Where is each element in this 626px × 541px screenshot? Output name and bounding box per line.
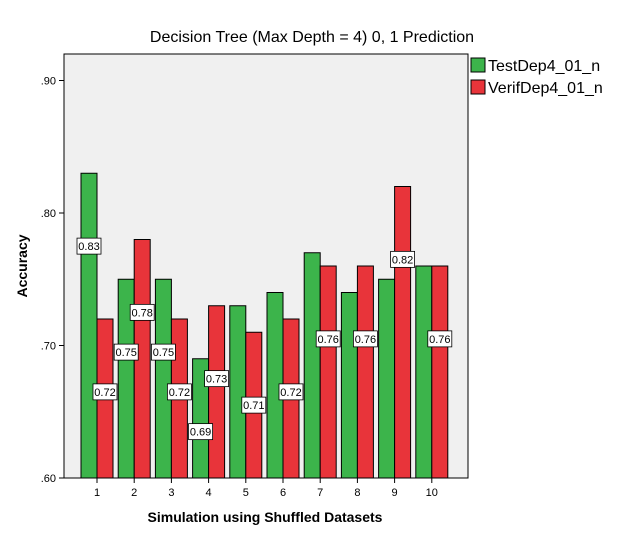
bar-test [340, 292, 358, 479]
data-label: 0.71 [243, 400, 264, 412]
bar-verif [394, 186, 412, 479]
data-label: 0.76 [317, 334, 338, 346]
data-label-box [241, 396, 267, 414]
data-label: 0.82 [392, 254, 413, 266]
legend-label: VerifDep4_01_n [488, 80, 603, 97]
data-label: 0.78 [131, 307, 152, 319]
data-label-box [150, 343, 176, 361]
data-label: 0.72 [280, 387, 301, 399]
data-label-box [166, 383, 192, 401]
data-label-box [204, 370, 230, 388]
y-axis: .60 .70 .80 .90 [41, 76, 64, 485]
x-tick-label: 1 [94, 487, 100, 499]
bar-test [378, 278, 396, 479]
data-label-box [76, 237, 102, 255]
data-label-box [352, 330, 378, 348]
legend-swatch [470, 57, 486, 73]
data-label: 0.72 [169, 387, 190, 399]
x-tick-label: 9 [392, 487, 398, 499]
bar-verif [319, 265, 337, 479]
y-tick-label: .90 [41, 76, 56, 88]
data-label-box [278, 383, 304, 401]
x-tick-label: 5 [243, 487, 249, 499]
chart-title: Decision Tree (Max Depth = 4) 0, 1 Predi… [150, 29, 474, 46]
data-label: 0.72 [94, 387, 115, 399]
data-labels-layer: 0.83 0.75 0.75 0.69 0.72 0.78 0.72 0.73 0.71 0.72… [76, 237, 453, 441]
data-label: 0.69 [190, 427, 211, 439]
bar-test [229, 305, 247, 479]
y-tick-label: .80 [41, 208, 56, 220]
bar-test [80, 172, 98, 479]
data-label-box [129, 303, 155, 321]
bar-verif [356, 265, 374, 479]
legend-swatch [470, 79, 486, 95]
data-label-box [390, 250, 416, 268]
x-tick-label: 6 [280, 487, 286, 499]
x-axis-label: Simulation using Shuffled Datasets [148, 509, 383, 525]
bar-verif [431, 265, 449, 479]
data-label-box [188, 423, 214, 441]
data-label-box [427, 330, 453, 348]
bar-test [154, 278, 172, 479]
legend-label: TestDep4_01_n [488, 58, 600, 75]
data-label: 0.76 [355, 334, 376, 346]
bar-verif [208, 305, 226, 479]
bar-test [303, 252, 321, 479]
x-tick-label: 10 [426, 487, 438, 499]
data-label: 0.76 [429, 334, 450, 346]
x-axis: 1 2 3 4 5 6 7 8 9 10 [94, 478, 438, 499]
data-label-box [315, 330, 341, 348]
legend: TestDep4_01_n VerifDep4_01_n [470, 57, 603, 97]
x-tick-label: 2 [131, 487, 137, 499]
data-label-box [113, 343, 139, 361]
bar-test [415, 265, 433, 479]
y-tick-label: .60 [41, 473, 56, 485]
data-label: 0.73 [206, 374, 227, 386]
x-tick-label: 4 [206, 487, 212, 499]
data-label: 0.75 [153, 347, 174, 359]
data-label: 0.83 [78, 241, 99, 253]
x-tick-label: 7 [317, 487, 323, 499]
data-label: 0.75 [115, 347, 136, 359]
data-label-box [92, 383, 118, 401]
x-tick-label: 3 [168, 487, 174, 499]
x-tick-label: 8 [354, 487, 360, 499]
y-tick-label: .70 [41, 341, 56, 353]
y-axis-label: Accuracy [14, 234, 30, 297]
